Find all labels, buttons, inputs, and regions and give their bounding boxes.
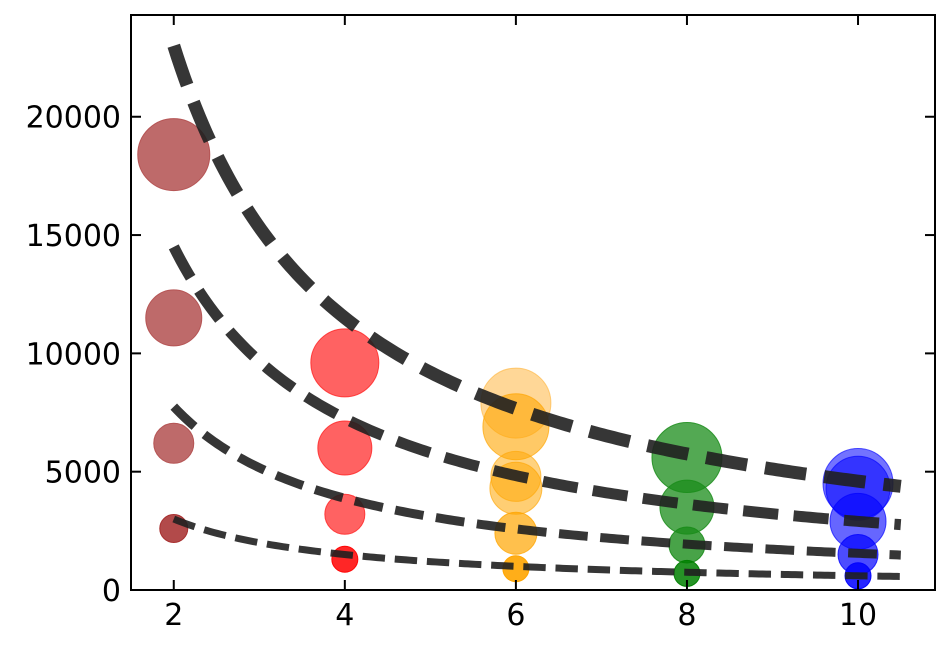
data-point-0: [137, 118, 211, 192]
data-point-2: [153, 422, 195, 464]
y-tick-label: 10000: [26, 337, 121, 372]
x-tick-label: 8: [677, 598, 696, 633]
data-point-1: [145, 289, 203, 347]
plot-frame: [130, 14, 936, 591]
x-tick-label: 6: [506, 598, 525, 633]
y-axis-ticks: 0 5000 10000 15000 20000: [26, 101, 935, 609]
y-tick-label: 20000: [26, 101, 121, 136]
y-tick-label: 5000: [45, 456, 121, 491]
x-axis-ticks: 2 4 6 8 10: [164, 15, 877, 633]
x-tick-label: 4: [335, 598, 354, 633]
x-tick-label: 2: [164, 598, 183, 633]
y-tick-label: 15000: [26, 219, 121, 254]
fit-curve-2: [170, 403, 901, 560]
fit-curve-0: [167, 43, 902, 493]
axes: [130, 14, 936, 591]
fit-curve-3: [172, 515, 901, 580]
x-tick-label: 10: [839, 598, 877, 633]
data-point-4: [310, 328, 380, 398]
y-tick-label: 0: [102, 574, 121, 609]
data-point-5: [317, 420, 373, 476]
fit-curves: [167, 43, 902, 580]
data-point-3: [159, 513, 189, 543]
